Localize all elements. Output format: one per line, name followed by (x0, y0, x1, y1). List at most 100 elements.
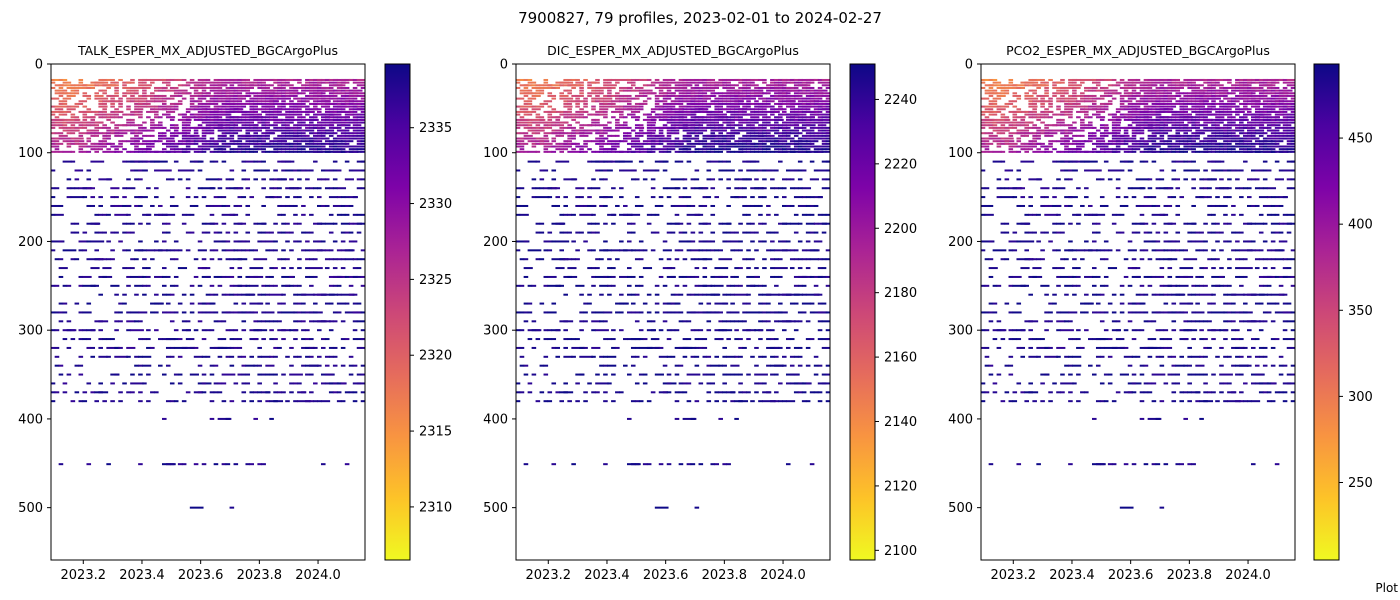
heatmap-cell (261, 311, 266, 314)
heatmap-cell (543, 102, 549, 105)
heatmap-cell (344, 302, 350, 305)
heatmap-cell (328, 97, 334, 100)
heatmap-cell (563, 126, 568, 129)
heatmap-cell (797, 121, 803, 124)
heatmap-cell (547, 145, 553, 148)
heatmap-cell (662, 110, 668, 113)
heatmap-cell (277, 126, 282, 129)
heatmap-cell (758, 102, 763, 105)
heatmap-cell (774, 142, 779, 145)
heatmap-cell (301, 150, 306, 153)
heatmap-cell (213, 100, 219, 103)
heatmap-cell (289, 94, 294, 97)
heatmap-cell (237, 94, 252, 97)
heatmap-cell (762, 196, 767, 199)
heatmap-cell (281, 113, 286, 116)
heatmap-cell (587, 222, 592, 225)
heatmap-cell (611, 100, 621, 103)
heatmap-cell (209, 373, 215, 376)
heatmap-cell (225, 100, 231, 103)
heatmap-cell (762, 92, 767, 95)
heatmap-cell (527, 113, 533, 116)
heatmap-cell (233, 231, 239, 234)
heatmap-cell (229, 102, 235, 105)
heatmap-cell (686, 126, 692, 129)
heatmap-cell (579, 196, 584, 199)
heatmap-cell (662, 320, 668, 323)
heatmap-cell (801, 89, 807, 92)
heatmap-cell (277, 78, 282, 81)
heatmap-cell (658, 118, 664, 121)
heatmap-cell (654, 134, 660, 137)
heatmap-cell (746, 124, 751, 127)
heatmap-cell (169, 284, 175, 287)
heatmap-cell (690, 132, 696, 135)
heatmap-cell (722, 86, 727, 89)
heatmap-cell (734, 84, 739, 87)
heatmap-cell (221, 373, 236, 376)
heatmap-cell (646, 84, 652, 87)
heatmap-cell (328, 346, 334, 349)
heatmap-cell (523, 78, 529, 81)
heatmap-cell (78, 240, 88, 243)
heatmap-cell (197, 110, 203, 113)
heatmap-cell (225, 86, 231, 89)
heatmap-cell (181, 311, 187, 314)
heatmap-cell (356, 105, 362, 108)
heatmap-cell (825, 140, 830, 143)
heatmap-cell (348, 92, 354, 95)
heatmap-cell (702, 150, 708, 153)
heatmap-cell (51, 240, 65, 243)
heatmap-cell (62, 338, 68, 341)
heatmap-cell (205, 204, 211, 207)
heatmap-cell (102, 134, 107, 137)
heatmap-cell (583, 204, 588, 207)
heatmap-cell (285, 258, 290, 261)
heatmap-cell (730, 284, 735, 287)
heatmap-cell (78, 132, 93, 135)
heatmap-cell (51, 110, 56, 113)
heatmap-cell (750, 108, 755, 111)
heatmap-cell (722, 108, 727, 111)
heatmap-cell (360, 126, 365, 129)
heatmap-cell (539, 92, 545, 95)
heatmap-cell (98, 116, 103, 119)
heatmap-cell (74, 302, 80, 305)
heatmap-cell (102, 89, 107, 92)
heatmap-cell (360, 142, 365, 145)
heatmap-cell (746, 84, 751, 87)
heatmap-cell (86, 84, 96, 87)
heatmap-cell (126, 121, 131, 124)
heatmap-cell (221, 293, 227, 296)
heatmap-cell (161, 373, 167, 376)
heatmap-cell (531, 284, 537, 287)
heatmap-cell (694, 81, 700, 84)
heatmap-cell (332, 355, 338, 358)
heatmap-cell (809, 145, 815, 148)
heatmap-cell (516, 142, 521, 145)
heatmap-cell (328, 116, 334, 119)
heatmap-cell (221, 137, 227, 140)
heatmap-cell (86, 346, 92, 349)
heatmap-cell (762, 222, 767, 225)
heatmap-cell (778, 100, 783, 103)
heatmap-cell (114, 293, 119, 296)
heatmap-cell (269, 129, 274, 132)
heatmap-cell (213, 105, 219, 108)
heatmap-cell (177, 94, 183, 97)
heatmap-cell (360, 113, 365, 116)
heatmap-cell (51, 249, 56, 252)
heatmap-cell (161, 100, 167, 103)
heatmap-cell (269, 132, 274, 135)
heatmap-cell (158, 132, 163, 135)
heatmap-cell (742, 311, 747, 314)
heatmap-cell (146, 346, 151, 349)
heatmap-cell (201, 84, 207, 87)
heatmap-cell (281, 275, 295, 278)
heatmap-cell (289, 267, 294, 270)
heatmap-cell (82, 231, 88, 234)
heatmap-cell (774, 213, 779, 216)
heatmap-cell (245, 240, 251, 243)
heatmap-cell (344, 204, 350, 207)
heatmap-cell (134, 145, 139, 148)
